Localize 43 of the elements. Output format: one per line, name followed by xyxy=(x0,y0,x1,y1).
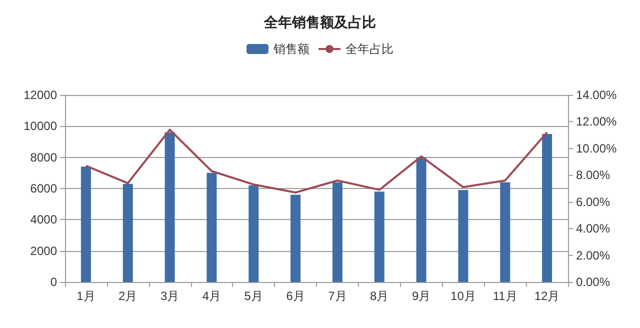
y2-tick-label: 8.00% xyxy=(576,168,610,182)
y-tick-label: 12000 xyxy=(24,88,58,102)
bar xyxy=(374,192,384,282)
y-tick-label: 6000 xyxy=(30,182,58,196)
bar xyxy=(290,194,301,282)
bar xyxy=(206,172,217,282)
y-tick-label: 4000 xyxy=(30,212,58,227)
legend-label: 销售额 xyxy=(272,42,310,56)
x-tick-label: 3月 xyxy=(160,289,180,303)
bar xyxy=(122,184,133,282)
line-series xyxy=(84,128,548,194)
y-tick-label: 10000 xyxy=(24,119,58,134)
y-tick-label: 8000 xyxy=(30,150,58,164)
bar xyxy=(542,134,552,282)
x-tick-label: 6月 xyxy=(286,289,305,303)
x-tick-label: 5月 xyxy=(244,289,263,303)
x-tick-label: 9月 xyxy=(412,289,431,303)
y2-tick-label: 6.00% xyxy=(576,194,610,209)
chart-title: 全年销售额及占比 xyxy=(263,14,376,30)
bar xyxy=(248,185,259,282)
y-tick-label: 0 xyxy=(50,275,58,289)
bar xyxy=(416,157,426,282)
x-tick-label: 11月 xyxy=(492,289,518,303)
bar xyxy=(164,132,175,282)
x-tick-label: 2月 xyxy=(118,289,138,303)
y2-tick-label: 2.00% xyxy=(576,248,610,262)
y-tick-label: 2000 xyxy=(30,244,58,258)
x-tick-label: 10月 xyxy=(450,289,476,303)
bar xyxy=(458,190,468,282)
x-tick-label: 8月 xyxy=(370,289,389,303)
x-tick-label: 12月 xyxy=(534,289,560,303)
bar xyxy=(80,166,91,282)
y2-tick-label: 4.00% xyxy=(576,222,610,236)
bar xyxy=(332,182,342,282)
x-tick-label: 1月 xyxy=(76,289,96,303)
legend-label: 全年占比 xyxy=(346,42,394,56)
bar xyxy=(500,182,510,282)
x-tick-label: 4月 xyxy=(202,289,222,303)
y2-tick-label: 10.00% xyxy=(576,141,618,156)
y2-tick-label: 14.00% xyxy=(576,88,618,102)
x-tick-label: 7月 xyxy=(328,289,347,303)
y2-tick-label: 12.00% xyxy=(576,114,618,129)
y2-tick-label: 0.00% xyxy=(576,275,610,289)
